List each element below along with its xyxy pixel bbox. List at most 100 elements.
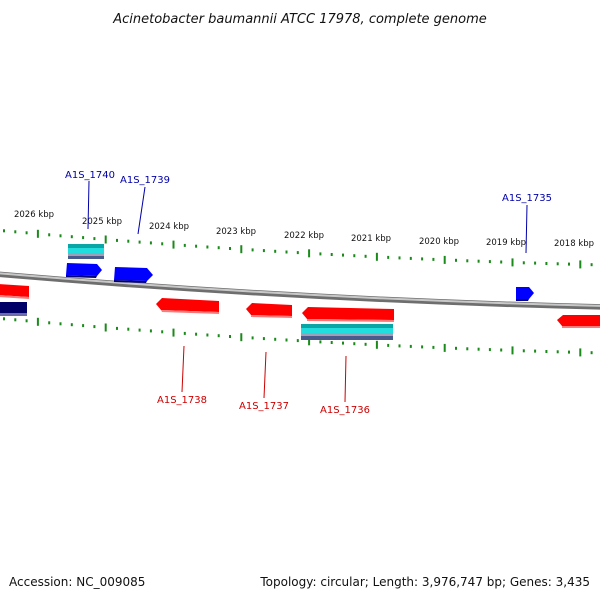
minor-tick: [229, 335, 231, 338]
ruler-label: 2023 kbp: [216, 227, 256, 237]
minor-tick: [93, 237, 96, 241]
major-tick: [579, 348, 582, 357]
ruler-label: 2025 kbp: [82, 217, 122, 227]
minor-tick: [353, 254, 356, 258]
minor-tick: [522, 261, 525, 265]
minor-tick: [116, 238, 118, 242]
minor-tick: [161, 330, 164, 334]
minor-tick: [25, 319, 28, 323]
gene-arrow-a1s-1736[interactable]: [302, 307, 394, 322]
minor-tick: [161, 242, 164, 246]
genome-summary-text: Topology: circular; Length: 3,976,747 bp…: [259, 575, 590, 589]
minor-tick: [353, 342, 356, 346]
minor-tick: [421, 257, 424, 261]
minor-tick: [500, 348, 503, 352]
rna-feature[interactable]: [301, 324, 393, 340]
ruler-label: 2020 kbp: [419, 237, 459, 247]
minor-tick: [466, 347, 469, 351]
major-tick: [375, 340, 378, 349]
minor-tick: [25, 231, 28, 235]
gene-arrow-a1s-1738[interactable]: [156, 298, 219, 314]
minor-tick: [217, 246, 220, 250]
minor-tick: [488, 260, 491, 264]
minor-tick: [500, 260, 503, 264]
edge-feature-red-left[interactable]: [0, 284, 29, 299]
minor-tick: [534, 349, 537, 353]
edge-feature-navy[interactable]: [0, 302, 27, 316]
minor-tick: [82, 324, 85, 328]
major-tick: [172, 328, 175, 337]
minor-tick: [398, 256, 401, 260]
gene-arrow-a1s-1735[interactable]: [516, 287, 534, 301]
gene-label-a1s-1739[interactable]: A1S_1739: [120, 175, 170, 186]
minor-tick: [183, 243, 186, 247]
major-tick: [240, 245, 243, 254]
minor-tick: [342, 253, 344, 257]
minor-tick: [398, 344, 401, 348]
major-tick: [443, 343, 446, 352]
minor-tick: [296, 251, 299, 255]
minor-tick: [522, 349, 525, 353]
major-tick: [36, 229, 39, 238]
minor-tick: [3, 229, 5, 233]
genome-backbone: [0, 271, 600, 310]
minor-tick: [14, 318, 17, 322]
edge-feature-red-right[interactable]: [557, 315, 600, 328]
rna-feature[interactable]: [68, 244, 104, 259]
gene-label-leaders: [87, 180, 528, 403]
minor-tick: [330, 253, 333, 256]
major-tick: [443, 255, 446, 264]
minor-tick: [3, 317, 5, 321]
major-tick: [308, 337, 311, 346]
minor-tick: [455, 346, 457, 350]
ruler-labels: 2026 kbp 2025 kbp 2024 kbp 2023 kbp 2022…: [14, 210, 594, 249]
minor-tick: [82, 236, 85, 240]
gene-label-a1s-1738[interactable]: A1S_1738: [157, 395, 207, 406]
minor-tick: [274, 337, 277, 341]
minor-tick: [387, 255, 390, 259]
minor-tick: [14, 230, 17, 234]
major-tick: [308, 249, 311, 258]
minor-tick: [138, 240, 141, 244]
minor-tick: [545, 350, 548, 353]
gene-label-a1s-1736[interactable]: A1S_1736: [320, 405, 370, 416]
minor-tick: [545, 262, 548, 265]
major-tick: [104, 235, 107, 244]
gene-label-a1s-1740[interactable]: A1S_1740: [65, 170, 115, 181]
minor-tick: [466, 259, 469, 263]
minor-tick: [70, 323, 73, 327]
minor-tick: [432, 257, 435, 261]
gene-label-a1s-1735[interactable]: A1S_1735: [502, 193, 552, 204]
minor-tick: [195, 332, 198, 336]
ruler-label: 2021 kbp: [351, 234, 391, 244]
minor-tick: [364, 254, 367, 258]
map-title: Acinetobacter baumannii ATCC 17978, comp…: [112, 12, 487, 27]
gene-arrow-a1s-1737[interactable]: [246, 303, 292, 318]
minor-tick: [432, 345, 435, 349]
minor-tick: [568, 350, 570, 354]
inner-tick-track: [3, 317, 593, 357]
minor-tick: [127, 327, 130, 331]
minor-tick: [93, 325, 96, 329]
minor-tick: [409, 256, 412, 260]
gene-labels: A1S_1740 A1S_1739 A1S_1735 A1S_1738 A1S_…: [65, 170, 552, 416]
gene-arrow-a1s-1740[interactable]: [66, 263, 102, 278]
minor-tick: [319, 252, 322, 256]
minor-tick: [59, 322, 62, 326]
minor-tick: [70, 235, 73, 239]
minor-tick: [421, 345, 424, 349]
minor-tick: [455, 258, 457, 262]
major-tick: [172, 240, 175, 249]
gene-label-a1s-1737[interactable]: A1S_1737: [239, 401, 289, 412]
gene-arrow-a1s-1739[interactable]: [114, 267, 153, 283]
minor-tick: [262, 249, 265, 253]
minor-tick: [477, 347, 480, 351]
accession-text: Accession: NC_009085: [9, 575, 145, 589]
minor-tick: [285, 338, 288, 342]
ruler-label: 2019 kbp: [486, 238, 526, 248]
minor-tick: [568, 262, 570, 266]
minor-tick: [149, 329, 152, 333]
reverse-strand-features: [0, 284, 600, 340]
